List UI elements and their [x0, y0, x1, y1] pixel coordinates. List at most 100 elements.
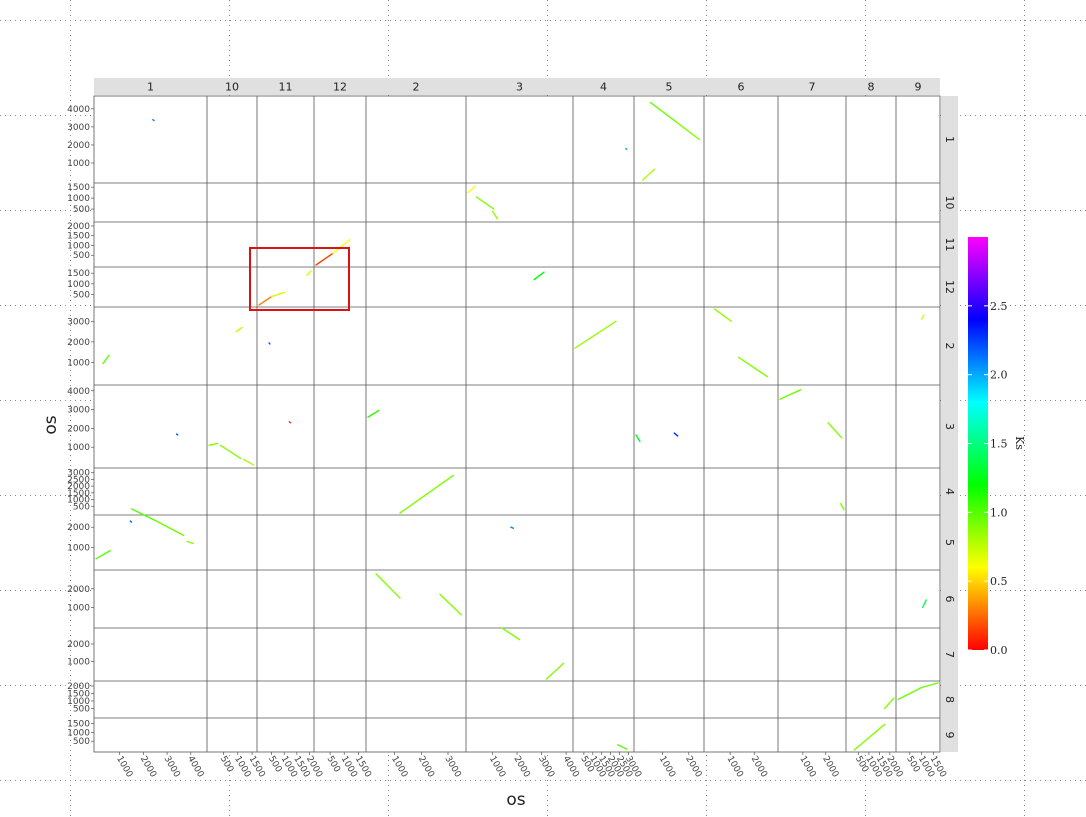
y-tick-label: 1000: [67, 280, 90, 290]
y-tick-label: 1000: [67, 159, 90, 169]
synteny-segment: [270, 291, 285, 298]
x-tick-label: 3000: [161, 755, 181, 780]
synteny-segment: [235, 326, 243, 333]
colorbar-tick-label: 2.0: [990, 369, 1008, 382]
synteny-segment: [288, 421, 292, 424]
x-tick-label: 3000: [536, 755, 556, 780]
synteny-segment: [268, 342, 271, 345]
x-strip-label: 7: [809, 81, 816, 94]
colorbar-rect: [968, 237, 988, 650]
synteny-segment: [713, 308, 733, 323]
synteny-segment: [306, 270, 312, 277]
synteny-segment: [545, 662, 565, 680]
synteny-segment: [617, 744, 628, 750]
synteny-segment: [129, 520, 133, 523]
synteny-segment: [467, 185, 477, 194]
y-tick-label: 3000: [67, 317, 90, 327]
y-tick-label: 1000: [67, 544, 90, 554]
synteny-segment: [674, 120, 701, 141]
colorbar-tick-label: 2.5: [990, 300, 1008, 313]
x-tick-label: 1000: [797, 755, 817, 780]
synteny-segment: [155, 520, 185, 537]
synteny-segment: [574, 320, 617, 349]
y-tick-label: 1500: [67, 269, 90, 279]
y-axis-title: os: [41, 415, 61, 434]
y-tick-label: 500: [73, 705, 90, 715]
x-tick-label: 2000: [138, 755, 158, 780]
synteny-segment: [897, 686, 923, 701]
y-tick-label: 1500: [67, 489, 90, 499]
synteny-segment: [242, 458, 255, 466]
y-tick-label: 2500: [67, 475, 90, 485]
x-tick-label: 500: [325, 755, 342, 775]
synteny-segment: [533, 271, 545, 281]
y-tick-label: 2000: [67, 585, 90, 595]
synteny-segment: [219, 444, 242, 460]
synteny-segment: [737, 356, 769, 378]
synteny-segment: [641, 168, 656, 181]
y-strip-label: 11: [943, 238, 956, 252]
y-strip-label: 7: [943, 651, 956, 658]
synteny-segment: [883, 697, 895, 710]
y-tick-label: 1000: [67, 728, 90, 738]
y-tick-label: 1000: [67, 697, 90, 707]
x-tick-label: 2000: [749, 755, 769, 780]
synteny-segment: [399, 474, 455, 514]
colorbar-tick-label: 1.0: [990, 506, 1008, 519]
x-tick-label: 2000: [683, 755, 703, 780]
y-tick-label: 500: [73, 290, 90, 300]
colorbar-title: Ks: [1013, 436, 1026, 450]
synteny-segment: [315, 252, 334, 266]
synteny-segment: [779, 389, 802, 400]
y-tick-label: 1000: [67, 658, 90, 668]
x-strip-label: 4: [600, 81, 607, 94]
synteny-segment: [439, 593, 463, 616]
synteny-segment: [920, 314, 925, 320]
x-strip-label: 9: [915, 81, 922, 94]
colorbar-tick-label: 1.5: [990, 438, 1008, 451]
y-facet-strips: 1 10 11 12 2 3 4 5 6 7 8 9: [941, 96, 958, 752]
synteny-segment: [922, 599, 927, 609]
synteny-segment: [175, 433, 179, 436]
y-strip-label: 12: [943, 280, 956, 294]
y-strip-label: 2: [943, 343, 956, 350]
x-strip-label: 12: [333, 81, 347, 94]
x-tick-label: 4000: [185, 755, 205, 780]
y-tick-label: 3000: [67, 123, 90, 133]
y-tick-label: 500: [73, 737, 90, 747]
colorbar-tick-label: 0.5: [990, 575, 1008, 588]
y-strip-bg: [941, 96, 958, 752]
synteny-segment: [649, 101, 677, 123]
y-tick-label: 500: [73, 502, 90, 512]
synteny-segment: [501, 627, 521, 641]
x-axis-title: os: [506, 790, 525, 810]
plot-border: [93, 95, 941, 753]
synteny-segment: [208, 442, 219, 447]
x-strip-bg: [94, 78, 940, 95]
synteny-segment: [853, 723, 886, 751]
y-tick-label: 1000: [67, 443, 90, 453]
x-tick-label: 1000: [657, 755, 677, 780]
synteny-segment: [625, 147, 628, 151]
y-strip-label: 1: [943, 136, 956, 143]
x-facet-strips: 1 10 11 12 2 3 4 5 6 7 8 9: [94, 78, 940, 95]
synteny-segment: [186, 540, 194, 545]
synteny-segment: [827, 422, 843, 439]
y-tick-label: 2000: [67, 338, 90, 348]
y-tick-label: 3000: [67, 469, 90, 479]
synteny-segment: [673, 432, 679, 437]
colorbar-tick-label: 0.0: [990, 644, 1008, 657]
synteny-segment: [839, 502, 845, 511]
x-strip-label: 8: [868, 81, 875, 94]
y-tick-label: 1000: [67, 603, 90, 613]
y-strip-label: 8: [943, 696, 956, 703]
y-strip-label: 9: [943, 732, 956, 739]
y-tick-label: 1500: [67, 232, 90, 242]
synteny-segment: [130, 508, 158, 522]
y-tick-label: 1000: [67, 358, 90, 368]
y-tick-label: 2000: [67, 482, 90, 492]
synteny-segment: [475, 196, 495, 210]
y-tick-label: 2000: [67, 424, 90, 434]
